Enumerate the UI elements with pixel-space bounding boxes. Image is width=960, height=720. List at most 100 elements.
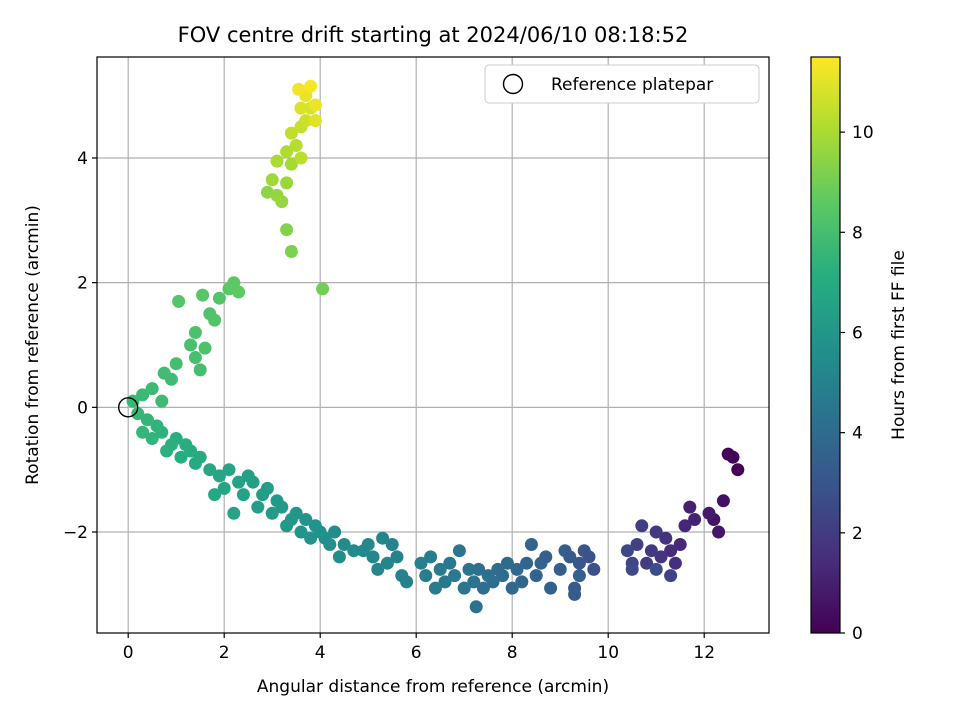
data-point: [587, 562, 601, 576]
data-points: [126, 79, 745, 614]
data-point: [380, 556, 394, 570]
plot-frame: [96, 56, 770, 634]
x-tick-label: 10: [597, 643, 619, 663]
data-point: [179, 438, 193, 452]
data-point: [188, 351, 202, 364]
data-point: [457, 581, 471, 595]
data-point: [188, 326, 202, 339]
data-point: [467, 575, 481, 589]
data-point: [558, 544, 572, 558]
data-point: [731, 463, 745, 477]
data-point: [390, 550, 404, 564]
colorbar-tick-label: 6: [852, 323, 863, 343]
y-tick-label: 2: [77, 274, 88, 294]
data-point: [476, 581, 490, 595]
data-point: [212, 291, 226, 305]
x-tick-label: 4: [315, 643, 326, 663]
colorbar-tick-label: 8: [852, 223, 863, 243]
colorbar-gradient: [811, 57, 840, 633]
data-point: [150, 419, 164, 433]
colorbar: 0 2 4 6 8 10 Hours from first FF file: [810, 56, 909, 644]
y-tick-label: 4: [77, 149, 88, 169]
data-point: [136, 388, 150, 402]
x-tick-label: 0: [123, 643, 134, 663]
data-point: [265, 173, 279, 187]
data-point: [428, 581, 442, 595]
data-point: [304, 79, 318, 93]
colorbar-tick-label: 4: [852, 424, 863, 444]
data-point: [376, 531, 390, 545]
data-point: [208, 488, 222, 502]
data-point: [284, 245, 298, 258]
data-point: [265, 506, 279, 520]
data-point: [356, 544, 370, 558]
data-point: [625, 562, 639, 576]
data-point: [337, 538, 351, 551]
data-point: [292, 82, 306, 96]
data-point: [520, 556, 534, 570]
data-point: [347, 544, 361, 558]
data-point: [568, 587, 582, 601]
data-point: [270, 494, 284, 508]
data-point: [472, 562, 486, 576]
data-point: [208, 313, 222, 327]
data-point: [294, 151, 308, 165]
data-point: [196, 288, 210, 302]
data-point: [654, 550, 668, 564]
data-point: [505, 581, 519, 595]
data-point: [212, 469, 226, 483]
data-point: [299, 513, 313, 526]
colorbar-frame: [810, 56, 841, 634]
data-point: [251, 500, 265, 514]
data-point: [275, 195, 289, 209]
data-point: [452, 544, 466, 558]
data-point: [721, 447, 735, 461]
data-point: [332, 550, 346, 564]
data-point: [419, 569, 433, 583]
data-point: [316, 282, 330, 296]
data-point: [438, 575, 452, 589]
chart-title: FOV centre drift starting at 2024/06/10 …: [178, 23, 689, 47]
data-point: [328, 525, 342, 539]
data-point: [308, 98, 322, 112]
data-point: [678, 519, 692, 533]
data-point: [174, 450, 188, 464]
data-point: [284, 157, 298, 171]
data-point: [232, 475, 246, 489]
data-point: [145, 382, 159, 396]
x-tick-label: 8: [507, 643, 518, 663]
data-point: [294, 101, 308, 115]
data-point: [443, 556, 457, 570]
y-axis-ticks: −2 0 2 4: [63, 149, 97, 543]
y-tick-label: 0: [77, 398, 88, 418]
data-point: [280, 145, 294, 159]
data-point: [510, 562, 524, 576]
data-point: [414, 556, 428, 570]
data-point: [572, 556, 586, 570]
colorbar-label: Hours from first FF file: [889, 250, 909, 440]
colorbar-tick-label: 2: [852, 524, 863, 544]
data-point: [635, 519, 649, 533]
data-point: [280, 176, 294, 190]
data-point: [688, 513, 702, 526]
data-point: [294, 525, 308, 539]
data-point: [644, 544, 658, 558]
data-point: [716, 494, 730, 508]
data-point: [395, 569, 409, 583]
data-point: [284, 126, 298, 140]
data-point: [433, 562, 447, 576]
data-point: [256, 488, 270, 502]
data-point: [572, 569, 586, 583]
x-axis-ticks: 0 2 4 6 8 10 12: [123, 633, 715, 663]
data-point: [160, 444, 174, 458]
data-point: [145, 432, 159, 445]
data-point: [193, 363, 207, 377]
data-point: [673, 538, 687, 551]
data-point: [188, 456, 202, 470]
x-tick-label: 6: [411, 643, 422, 663]
data-point: [664, 569, 678, 583]
data-point: [184, 338, 198, 352]
data-point: [577, 544, 591, 558]
data-point: [529, 569, 543, 583]
data-point: [553, 562, 567, 576]
